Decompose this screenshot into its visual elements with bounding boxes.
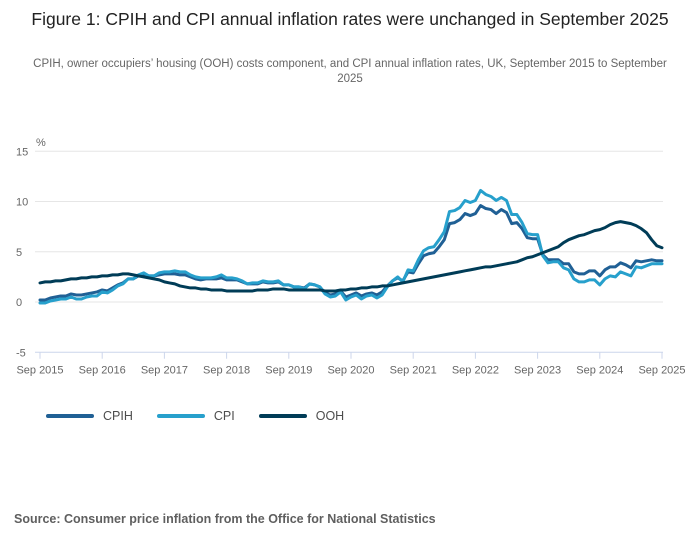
y-axis-unit-label: % <box>36 137 46 149</box>
series-line-ooh[interactable] <box>38 220 664 293</box>
legend-label-cpi: CPI <box>213 409 235 423</box>
legend-swatch-cpih <box>46 414 94 418</box>
legend-label-ooh: OOH <box>315 409 345 423</box>
x-tick-label: Sep 2025 <box>638 364 685 376</box>
series-line-cpi[interactable] <box>38 188 664 305</box>
x-tick-label: Sep 2016 <box>79 364 126 376</box>
x-tick-label: Sep 2019 <box>265 364 312 376</box>
x-tick-label: Sep 2024 <box>576 364 623 376</box>
x-tick-label: Sep 2023 <box>514 364 561 376</box>
x-tick-label: Sep 2022 <box>452 364 499 376</box>
chart-legend: CPIH CPI OOH <box>46 406 344 426</box>
x-tick-label: Sep 2021 <box>390 364 437 376</box>
y-tick-label: 0 <box>16 297 22 309</box>
figure-title: Figure 1: CPIH and CPI annual inflation … <box>31 9 669 29</box>
x-tick-label: Sep 2018 <box>203 364 250 376</box>
x-tick-label: Sep 2017 <box>141 364 188 376</box>
legend-swatch-cpi <box>156 414 205 418</box>
chart-canvas: 15 10 5 0 -5% Sep 2015 Sep 2016 Sep 2017 Sep 201… <box>16 137 686 376</box>
y-tick-label: 15 <box>16 146 28 158</box>
source-note: Source: Consumer price inflation from th… <box>14 512 436 526</box>
x-tick-label: Sep 2015 <box>16 364 63 376</box>
inflation-line-chart: 15 10 5 0 -5% Sep 2015 Sep 2016 Sep 2017 Sep 201… <box>0 130 700 385</box>
y-tick-label: -5 <box>16 347 26 359</box>
series-line-cpih[interactable] <box>38 204 664 302</box>
legend-item-cpih[interactable]: CPIH <box>46 409 133 423</box>
figure-subtitle: CPIH, owner occupiers’ housing (OOH) cos… <box>33 58 667 85</box>
legend-swatch-ooh <box>258 414 307 418</box>
legend-label-cpih: CPIH <box>103 409 133 423</box>
y-tick-label: 10 <box>16 197 28 209</box>
legend-item-ooh[interactable]: OOH <box>258 409 345 423</box>
x-tick-label: Sep 2020 <box>327 364 374 376</box>
legend-item-cpi[interactable]: CPI <box>156 409 235 423</box>
y-tick-label: 5 <box>16 247 22 259</box>
